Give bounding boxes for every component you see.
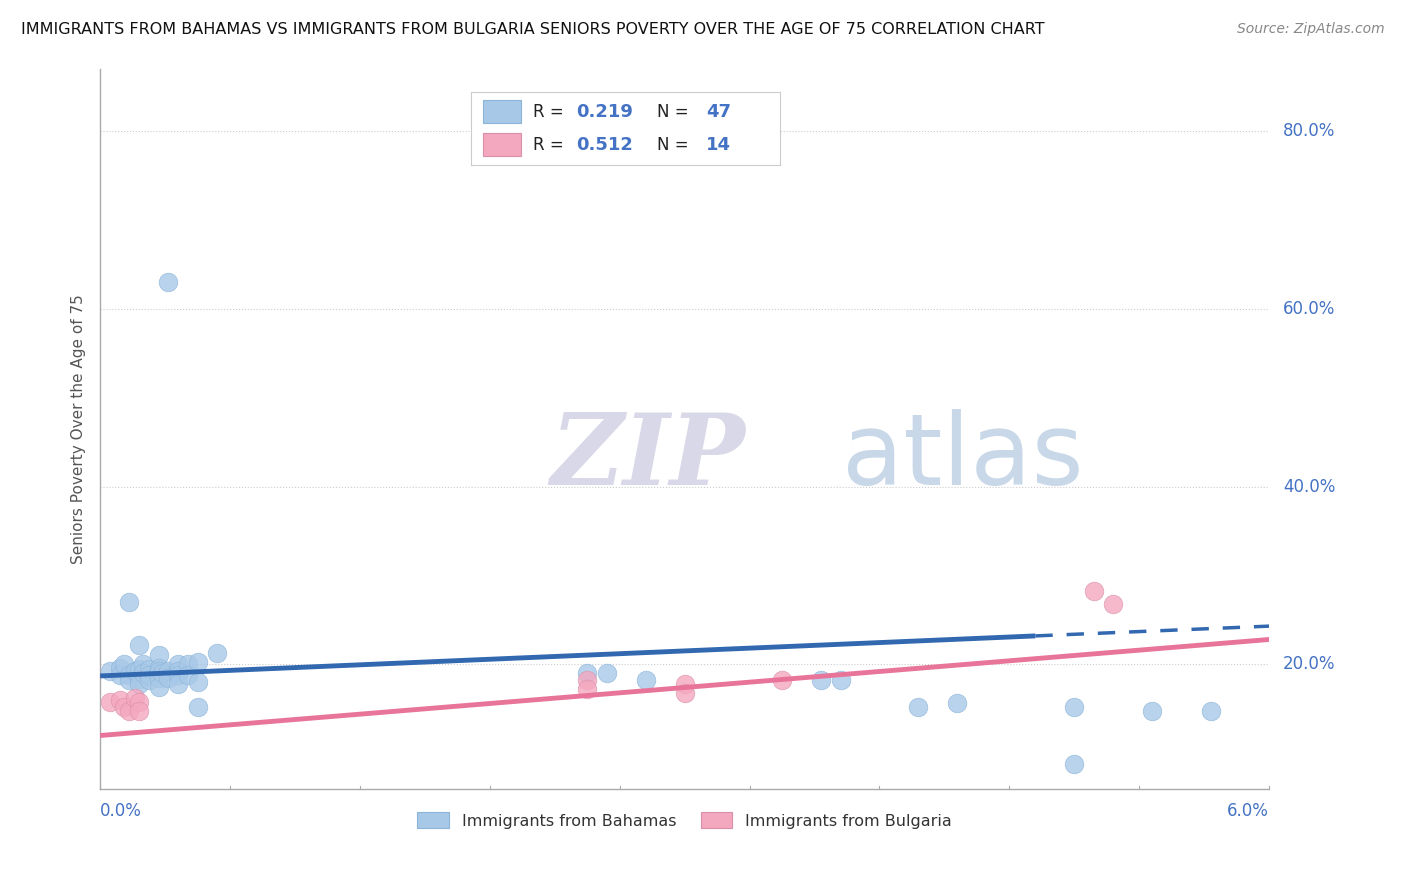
Text: IMMIGRANTS FROM BAHAMAS VS IMMIGRANTS FROM BULGARIA SENIORS POVERTY OVER THE AGE: IMMIGRANTS FROM BAHAMAS VS IMMIGRANTS FR… bbox=[21, 22, 1045, 37]
Text: 14: 14 bbox=[706, 136, 731, 153]
Point bbox=[148, 661, 170, 675]
Text: 47: 47 bbox=[706, 103, 731, 120]
Point bbox=[138, 662, 160, 676]
Point bbox=[1063, 700, 1085, 714]
Text: R =: R = bbox=[533, 103, 569, 120]
Point bbox=[946, 696, 969, 710]
Text: 60.0%: 60.0% bbox=[1284, 300, 1336, 318]
Point bbox=[128, 677, 150, 691]
Point bbox=[673, 686, 696, 700]
Text: 0.219: 0.219 bbox=[576, 103, 633, 120]
Point bbox=[167, 677, 190, 691]
Point bbox=[108, 661, 131, 675]
Text: 40.0%: 40.0% bbox=[1284, 477, 1336, 495]
Text: atlas: atlas bbox=[842, 409, 1084, 506]
Point bbox=[576, 682, 599, 697]
Text: 0.512: 0.512 bbox=[576, 136, 633, 153]
FancyBboxPatch shape bbox=[484, 100, 520, 123]
Point bbox=[118, 668, 141, 682]
Point bbox=[132, 657, 155, 672]
FancyBboxPatch shape bbox=[484, 133, 520, 156]
Point bbox=[132, 666, 155, 681]
Point bbox=[177, 668, 200, 682]
Point bbox=[596, 666, 619, 681]
Point bbox=[108, 693, 131, 707]
Text: 6.0%: 6.0% bbox=[1227, 802, 1270, 821]
Point bbox=[157, 275, 180, 289]
Point bbox=[830, 673, 852, 688]
Point bbox=[98, 695, 121, 709]
Point bbox=[128, 673, 150, 687]
Point bbox=[118, 704, 141, 718]
Point bbox=[124, 664, 146, 678]
Legend: Immigrants from Bahamas, Immigrants from Bulgaria: Immigrants from Bahamas, Immigrants from… bbox=[411, 805, 959, 835]
Text: 20.0%: 20.0% bbox=[1284, 656, 1336, 673]
Text: 80.0%: 80.0% bbox=[1284, 122, 1336, 140]
Point bbox=[673, 677, 696, 691]
Point bbox=[167, 657, 190, 672]
Point bbox=[187, 700, 209, 714]
Point bbox=[108, 668, 131, 682]
Text: Source: ZipAtlas.com: Source: ZipAtlas.com bbox=[1237, 22, 1385, 37]
Text: N =: N = bbox=[657, 136, 693, 153]
Point bbox=[118, 595, 141, 609]
Point bbox=[177, 657, 200, 672]
Point bbox=[157, 665, 180, 679]
Point bbox=[205, 646, 228, 660]
Point bbox=[167, 668, 190, 682]
Point bbox=[1063, 756, 1085, 771]
Point bbox=[157, 671, 180, 685]
Point bbox=[1102, 597, 1125, 611]
Point bbox=[148, 671, 170, 685]
Point bbox=[128, 662, 150, 676]
Y-axis label: Seniors Poverty Over the Age of 75: Seniors Poverty Over the Age of 75 bbox=[72, 293, 86, 564]
Text: R =: R = bbox=[533, 136, 569, 153]
Point bbox=[576, 673, 599, 688]
Point bbox=[1199, 704, 1222, 718]
Point bbox=[907, 700, 929, 714]
Point bbox=[112, 657, 135, 672]
Point bbox=[187, 655, 209, 669]
Point bbox=[152, 666, 174, 681]
Point bbox=[1142, 704, 1164, 718]
Point bbox=[634, 673, 657, 688]
Point bbox=[128, 695, 150, 709]
Point bbox=[148, 648, 170, 663]
Text: 0.0%: 0.0% bbox=[100, 802, 142, 821]
Point bbox=[124, 691, 146, 706]
Point bbox=[98, 665, 121, 679]
Point bbox=[770, 673, 793, 688]
Point bbox=[138, 668, 160, 682]
Point bbox=[148, 680, 170, 694]
Point bbox=[138, 673, 160, 688]
Point bbox=[167, 665, 190, 679]
Text: ZIP: ZIP bbox=[550, 409, 745, 506]
Point bbox=[148, 665, 170, 679]
Point bbox=[118, 673, 141, 688]
Point bbox=[128, 638, 150, 652]
Point bbox=[187, 675, 209, 690]
Point bbox=[576, 666, 599, 681]
Point bbox=[128, 704, 150, 718]
Point bbox=[112, 700, 135, 714]
Point bbox=[810, 673, 832, 688]
Point bbox=[1083, 584, 1105, 599]
Text: N =: N = bbox=[657, 103, 693, 120]
